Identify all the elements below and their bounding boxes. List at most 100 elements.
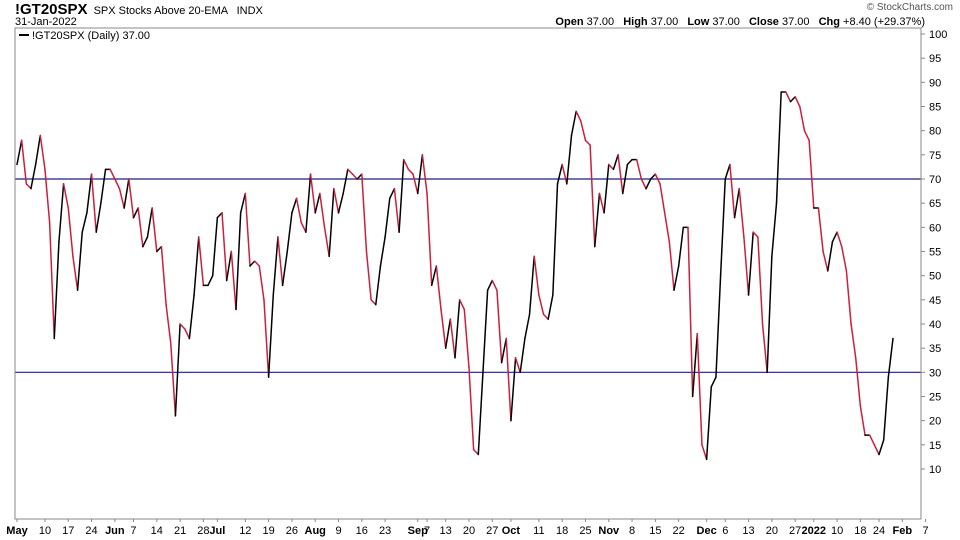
series-segment [584,139,591,146]
series-segment [486,279,494,291]
y-tick-label: 85 [929,102,941,114]
series-segment [519,337,526,374]
y-tick-label: 80 [929,126,941,138]
series-segment [729,163,736,219]
data-series [16,91,894,461]
series-segment [594,192,601,248]
x-tick-label: Feb [893,525,913,537]
series-segment [39,134,46,171]
series-segment [183,328,191,340]
x-tick-label: 15 [649,525,661,537]
series-segment [444,318,452,349]
series-segment [90,173,97,233]
reference-lines [15,178,921,373]
series-segment [305,173,312,233]
series-segment [794,96,801,108]
series-segment [170,342,177,417]
series-segment [589,144,596,248]
series-segment [510,357,517,422]
series-segment [263,299,270,378]
y-tick-label: 75 [929,150,941,162]
x-axis: May 10 17 24 Jun 7 14 21 28 Jul 12 19 26 Aug 9 16 23 Sep7… [6,519,929,537]
series-segment [72,255,79,291]
series-segment [356,173,363,180]
series-segment [840,245,848,272]
chg-label: Chg [818,16,840,28]
series-segment [766,255,773,374]
series-segment [379,236,386,267]
series-segment [142,236,149,248]
series-segment [878,439,885,456]
series-segment [239,192,247,214]
series-segment [505,337,512,422]
high-value: 37.00 [650,16,679,28]
series-segment [491,279,498,291]
symbol-description: SPX Stocks Above 20-EMA [93,5,228,17]
series-segment [757,236,764,325]
series-segment [673,265,680,291]
series-segment [267,294,275,378]
series-segment [109,168,116,180]
series-segment [687,226,694,398]
series-segment [608,163,615,171]
series-segment [440,308,447,349]
series-segment [53,241,60,340]
open-label: Open [555,16,584,28]
series-segment [449,318,456,359]
chart-date: 31-Jan-2022 [15,16,77,28]
series-segment [165,303,172,345]
series-segment [635,158,643,180]
legend: !GT20SPX (Daily) 37.00 [19,30,150,42]
y-tick-label: 60 [929,222,941,234]
series-segment [86,173,93,214]
series-segment [277,236,284,287]
series-segment [319,192,326,229]
series-segment [174,323,181,417]
series-segment [328,187,335,258]
series-segment [430,265,438,287]
series-segment [733,187,740,219]
x-tick-label: 8 [629,525,635,537]
series-segment [701,444,708,461]
x-tick-label: 7 [130,525,136,537]
series-segment [771,202,778,258]
series-segment [836,231,843,248]
x-tick-label: 9 [335,525,341,537]
series-segment [552,183,559,296]
series-segment [500,337,508,364]
series-segment [524,313,531,340]
series-segment [640,178,647,190]
series-segment [249,260,256,267]
series-segment [370,299,377,306]
close-value: 37.00 [782,16,810,28]
series-segment [384,197,391,238]
series-segment [402,158,410,171]
x-tick-label: Aug [305,525,326,537]
series-segment [337,192,344,214]
x-tick-label: 20 [766,525,778,537]
series-segment [454,299,461,359]
series-segment [458,299,466,311]
series-segment [775,91,782,204]
y-tick-label: 70 [929,174,941,186]
brand-watermark: © StockCharts.com [866,2,953,13]
open-value: 37.00 [586,16,615,28]
series-segment [207,274,214,287]
series-segment [426,192,433,287]
series-segment [375,265,382,306]
series-segment [351,173,358,180]
x-tick-label: Nov [598,525,620,537]
series-segment [333,187,340,214]
series-segment [188,294,195,340]
series-segment [44,168,51,224]
series-segment [416,154,424,195]
y-tick-label: 15 [929,440,941,452]
series-segment [407,168,414,175]
series-segment [710,376,717,388]
series-segment [365,250,372,301]
series-segment [761,323,768,374]
series-segment [831,231,838,243]
series-segment [482,289,489,374]
series-segment [62,183,70,209]
